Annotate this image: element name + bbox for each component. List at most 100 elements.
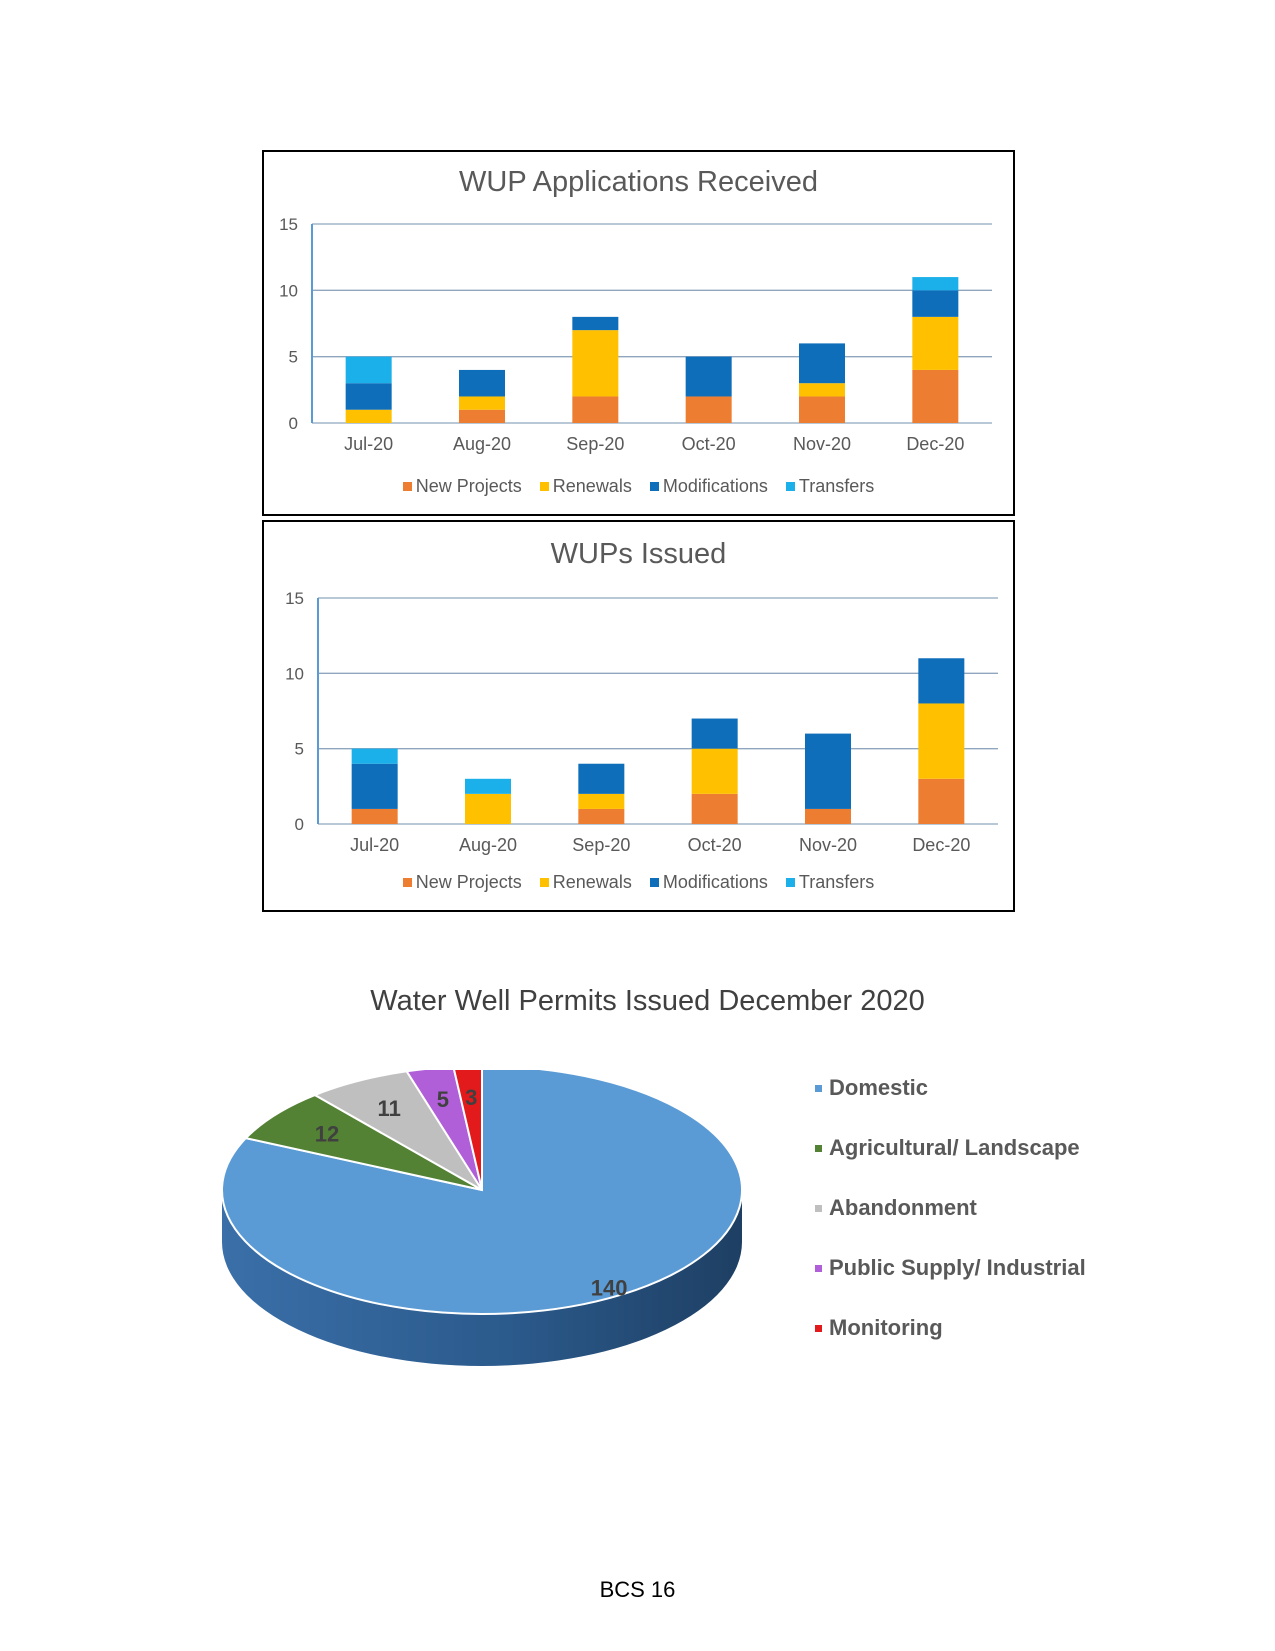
pie-slice-public-supply-industrial	[404, 1070, 483, 1191]
bar-segment-new-projects	[578, 808, 625, 824]
legend-swatch	[539, 878, 549, 887]
bar-segment-renewals	[691, 748, 738, 794]
legend-item: Transfers	[785, 872, 875, 893]
x-tick-label: Jul-20	[350, 835, 399, 855]
x-tick-label: Sep-20	[572, 835, 630, 855]
x-tick-label: Jul-20	[344, 434, 393, 454]
wups-issued-chart: WUPs Issued 0 5 10 15 Jul-20 Aug-20 Sep-20 Oct-…	[262, 520, 1015, 912]
pie-data-label: 11	[378, 1096, 401, 1121]
bar-segment-new-projects	[912, 369, 959, 423]
legend-swatch	[539, 482, 549, 491]
legend-label: Transfers	[798, 872, 875, 892]
bar-segment-transfers	[912, 277, 959, 291]
x-tick-label: Nov-20	[799, 835, 857, 855]
x-tick-label: Dec-20	[906, 434, 964, 454]
bar-segment-modifications	[351, 763, 398, 809]
bar-segment-modifications	[691, 718, 738, 749]
page-footer: BCS 16	[599, 1577, 676, 1602]
chart-legend: New Projects Renewals Modifications Transfe…	[264, 476, 1013, 497]
bar-segment-modifications	[912, 290, 959, 317]
bar-segment-modifications	[578, 763, 625, 794]
bar-segment-new-projects	[459, 409, 505, 423]
pie-legend-item: Domestic	[815, 1075, 1086, 1135]
legend-item: New Projects	[402, 872, 522, 893]
pie-chart-title: Water Well Permits Issued December 2020	[370, 985, 925, 1017]
bar-segment-renewals	[912, 316, 959, 370]
bar-segment-transfers	[345, 356, 392, 384]
bar-segment-modifications	[918, 658, 965, 704]
legend-label: Modifications	[662, 476, 768, 496]
bar-segment-modifications	[345, 383, 392, 410]
bar-segment-new-projects	[691, 793, 738, 824]
bar-segment-renewals	[799, 383, 845, 397]
bar-segment-new-projects	[799, 396, 845, 423]
pie-legend-item: Public Supply/ Industrial	[815, 1255, 1086, 1315]
bar-segment-new-projects	[572, 396, 619, 423]
legend-swatch	[402, 482, 412, 491]
y-tick-label: 0	[289, 414, 298, 433]
legend-swatch	[815, 1145, 822, 1152]
x-tick-label: Sep-20	[566, 434, 624, 454]
legend-item: Modifications	[649, 872, 768, 893]
y-tick-label: 15	[279, 215, 298, 234]
bar-segment-modifications	[572, 316, 619, 331]
pie-slice-domestic	[221, 1070, 743, 1315]
bar-segment-transfers	[351, 748, 398, 764]
legend-swatch	[649, 482, 659, 491]
bar-segment-new-projects	[685, 396, 732, 423]
y-tick-label: 10	[285, 664, 304, 683]
y-tick-label: 5	[289, 348, 298, 367]
y-tick-label: 10	[279, 281, 298, 300]
y-tick-label: 15	[285, 589, 304, 608]
bar-segment-modifications	[805, 733, 851, 809]
legend-swatch	[815, 1265, 822, 1272]
bar-segment-new-projects	[918, 778, 965, 824]
legend-item: Renewals	[539, 872, 632, 893]
legend-item: Transfers	[785, 476, 875, 497]
x-tick-label: Aug-20	[459, 835, 517, 855]
legend-label: New Projects	[415, 476, 522, 496]
pie-slice-agricultural-landscape	[243, 1093, 483, 1191]
pie-data-label: 3	[465, 1085, 477, 1110]
well-permits-pie-chart: 140 12 11 5 3	[221, 1070, 743, 1366]
legend-swatch	[815, 1085, 822, 1092]
legend-swatch	[815, 1325, 822, 1332]
legend-label: Monitoring	[829, 1315, 943, 1340]
pie-legend: Domestic Agricultural/ Landscape Abandonme…	[815, 1075, 1086, 1375]
bar-segment-transfers	[465, 778, 511, 794]
bar-segment-renewals	[459, 396, 505, 410]
legend-swatch	[785, 482, 795, 491]
bar-segment-renewals	[345, 409, 392, 423]
wup-applications-chart: WUP Applications Received 0 5 10 15 Jul-20 Au…	[262, 150, 1015, 516]
pie-legend-item: Abandonment	[815, 1195, 1086, 1255]
bar-segment-modifications	[799, 343, 845, 384]
legend-item: New Projects	[402, 476, 522, 497]
legend-swatch	[649, 878, 659, 887]
legend-label: Renewals	[552, 476, 632, 496]
pie-data-label: 140	[591, 1275, 628, 1300]
legend-swatch	[785, 878, 795, 887]
legend-label: Abandonment	[829, 1195, 977, 1220]
x-tick-label: Dec-20	[912, 835, 970, 855]
bar-segment-renewals	[918, 703, 965, 779]
chart-title: WUPs Issued	[550, 538, 727, 570]
bar-segment-modifications	[685, 356, 732, 397]
pie-data-label: 12	[315, 1122, 339, 1147]
wup-applications-plot: 0 5 10 15 Jul-20 Aug-20 Sep-20 Oct-20 Nov-20 Dec-…	[279, 215, 992, 454]
bar-segment-new-projects	[805, 808, 851, 824]
legend-item: Modifications	[649, 476, 768, 497]
pie-data-label: 5	[437, 1087, 449, 1112]
pie-slice-monitoring	[453, 1070, 483, 1191]
legend-swatch	[815, 1205, 822, 1212]
legend-label: Public Supply/ Industrial	[829, 1255, 1086, 1280]
legend-label: Renewals	[552, 872, 632, 892]
x-tick-label: Oct-20	[682, 434, 736, 454]
bar-segment-modifications	[459, 369, 505, 397]
legend-label: New Projects	[415, 872, 522, 892]
pie-legend-item: Monitoring	[815, 1315, 1086, 1375]
bar-segment-new-projects	[351, 808, 398, 824]
bar-segment-renewals	[465, 793, 511, 824]
x-tick-label: Nov-20	[793, 434, 851, 454]
legend-label: Modifications	[662, 872, 768, 892]
legend-label: Transfers	[798, 476, 875, 496]
